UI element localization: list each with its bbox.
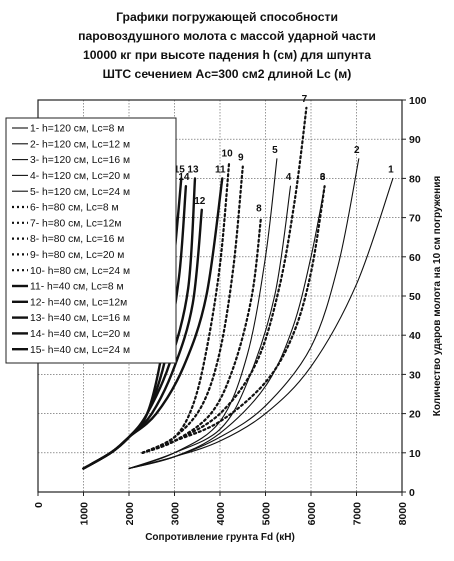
curve-label-15: 15 — [174, 164, 186, 175]
curve-label-13: 13 — [187, 164, 199, 175]
curve-label-1: 1 — [388, 164, 394, 175]
x-axis-label: Сопротивление грунта Fd (кН) — [145, 532, 295, 543]
legend-entry: 12- h=40 см, Lc=12м — [30, 297, 127, 308]
curve-label-12: 12 — [194, 196, 206, 207]
title-line-4: ШТС сечением Ac=300 см2 длиной Lc (м) — [102, 67, 352, 81]
x-tick-label: 6000 — [306, 502, 318, 526]
y-tick-label: 50 — [409, 291, 421, 303]
y-tick-label: 60 — [409, 252, 421, 264]
legend-entry: 4- h=120 см, Lc=20 м — [30, 171, 130, 182]
legend-entry: 3- h=120 см, Lc=16 м — [30, 155, 130, 166]
y-tick-label: 70 — [409, 213, 421, 225]
legend-entry: 5- h=120 см, Lc=24 м — [30, 187, 130, 198]
y-axis-label: Количество ударов молота на 10 см погруж… — [432, 176, 443, 417]
x-tick-label: 1000 — [79, 502, 91, 526]
curve-label-3: 3 — [320, 172, 326, 183]
y-tick-label: 10 — [409, 448, 421, 460]
legend-entry: 2- h=120 см, Lc=12 м — [30, 139, 130, 150]
curve-label-2: 2 — [354, 145, 360, 156]
legend-entry: 14- h=40 см, Lc=20 м — [30, 329, 130, 340]
curve-label-5: 5 — [272, 145, 278, 156]
title-line-3: 10000 кг при высоте падения h (см) для ш… — [83, 48, 371, 62]
series-line-3 — [128, 185, 326, 470]
x-tick-label: 3000 — [170, 502, 182, 526]
y-tick-label: 20 — [409, 409, 421, 421]
legend-entry: 1- h=120 см, Lc=8 м — [30, 124, 124, 135]
x-tick-label: 2000 — [124, 502, 136, 526]
curve-label-4: 4 — [286, 172, 292, 183]
x-tick-label: 5000 — [261, 502, 273, 526]
y-tick-label: 40 — [409, 330, 421, 342]
legend-entry: 10- h=80 см, Lc=24 м — [30, 266, 130, 277]
series-line-5 — [128, 158, 278, 470]
y-tick-label: 90 — [409, 134, 421, 146]
curve-label-8: 8 — [256, 204, 262, 215]
legend-entry: 13- h=40 см, Lc=16 м — [30, 313, 130, 324]
curve-label-11: 11 — [215, 164, 226, 175]
curve-label-6: 6 — [320, 172, 326, 183]
x-tick-label: 7000 — [352, 502, 364, 526]
y-tick-label: 80 — [409, 173, 421, 185]
title-line-2: паровоздушного молота с массой ударной ч… — [78, 29, 376, 43]
y-axis-ticks: 0 10 20 30 40 50 60 70 80 90 100 — [402, 95, 427, 499]
curve-label-9: 9 — [238, 153, 244, 164]
x-tick-label: 0 — [33, 502, 45, 508]
legend-box — [5, 117, 177, 364]
y-tick-label: 0 — [409, 487, 415, 499]
legend-entry: 8- h=80 см, Lc=16 м — [30, 234, 124, 245]
chart-title: Графики погружающей способности паровозд… — [0, 8, 454, 84]
curve-label-7: 7 — [302, 94, 308, 105]
curve-label-14: 14 — [178, 172, 190, 183]
x-axis-ticks: 0 1000 2000 3000 4000 5000 6000 7000 8000 — [33, 492, 409, 525]
series-line-10 — [141, 161, 231, 454]
legend-entry: 6- h=80 см, Lc=8 м — [30, 203, 119, 214]
series-line-8 — [141, 216, 263, 454]
x-tick-label: 8000 — [397, 502, 409, 526]
legend: 1- h=120 см, Lc=8 м 2- h=120 см, Lc=12 м 3… — [5, 117, 177, 364]
curve-label-10: 10 — [222, 149, 234, 160]
y-tick-label: 100 — [409, 95, 427, 107]
y-tick-label: 30 — [409, 369, 421, 381]
legend-entry: 9- h=80 см, Lc=20 м — [30, 250, 124, 261]
legend-entry: 15- h=40 см, Lc=24 м — [30, 345, 130, 356]
title-line-1: Графики погружающей способности — [116, 10, 338, 24]
legend-entry: 7- h=80 см, Lc=12м — [30, 218, 121, 229]
legend-entry: 11- h=40 см, Lc=8 м — [30, 282, 124, 293]
x-tick-label: 4000 — [215, 502, 227, 526]
